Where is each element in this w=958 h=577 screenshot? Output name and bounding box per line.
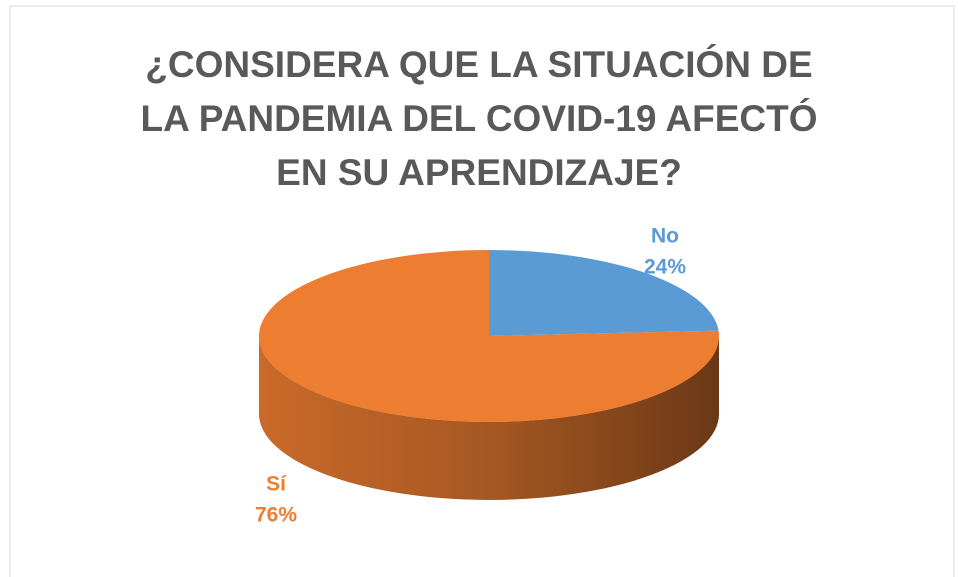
pie-slice [258, 250, 719, 422]
chart-frame [9, 5, 955, 577]
slice-value-label: 76% [255, 504, 297, 527]
pie-slice [489, 250, 719, 336]
slice-value-label: 24% [644, 256, 686, 279]
slice-category-label: No [651, 225, 679, 248]
slice-category-label: Sí [266, 473, 287, 496]
side-shade [259, 336, 719, 500]
chart-title: ¿CONSIDERA QUE LA SITUACIÓN DE LA PANDEM… [140, 44, 818, 193]
